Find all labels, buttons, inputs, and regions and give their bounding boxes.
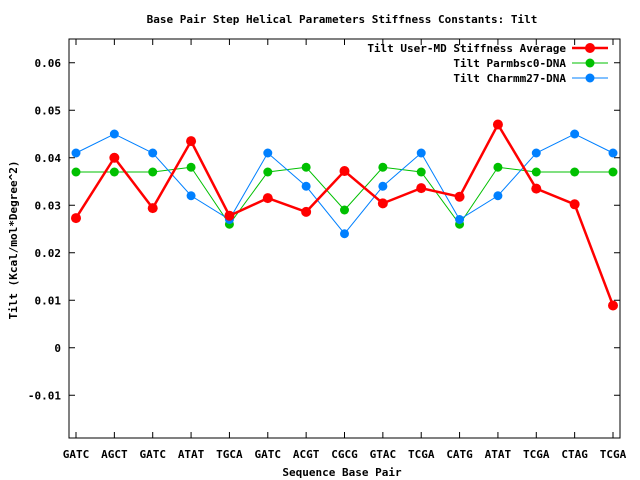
legend-label: Tilt Parmbsc0-DNA — [453, 57, 566, 70]
data-point — [339, 166, 350, 177]
legend-marker — [585, 43, 595, 53]
x-tick-label: CTAG — [561, 448, 588, 461]
plot-series — [71, 119, 618, 311]
y-tick-label: -0.01 — [28, 389, 61, 402]
data-point — [224, 210, 235, 221]
data-point — [263, 148, 273, 158]
data-point — [493, 162, 503, 172]
x-tick-label: TCGA — [408, 448, 435, 461]
legend-label: Tilt User-MD Stiffness Average — [367, 42, 566, 55]
y-tick-label: 0.04 — [35, 152, 62, 165]
data-point — [608, 300, 618, 311]
data-point — [147, 203, 158, 214]
data-point — [148, 148, 158, 158]
x-tick-label: TCGA — [600, 448, 627, 461]
data-point — [378, 181, 388, 191]
data-point — [262, 193, 273, 204]
data-point — [493, 191, 503, 201]
data-point — [148, 167, 158, 177]
data-point — [301, 206, 312, 217]
data-point — [301, 181, 311, 191]
x-tick-label: ATAT — [485, 448, 512, 461]
y-tick-label: 0 — [54, 342, 61, 355]
data-point — [531, 148, 541, 158]
data-point — [71, 213, 81, 224]
data-point — [186, 191, 196, 201]
data-point — [377, 198, 388, 209]
legend-marker — [585, 73, 595, 83]
x-tick-label: GATC — [139, 448, 166, 461]
x-tick-label: ATAT — [178, 448, 205, 461]
y-tick-label: 0.03 — [35, 199, 62, 212]
x-tick-label: CATG — [446, 448, 473, 461]
x-tick-label: GATC — [63, 448, 90, 461]
y-tick-label: 0.05 — [35, 104, 62, 117]
data-point — [492, 119, 503, 130]
data-point — [340, 205, 349, 215]
x-tick-label: GATC — [255, 448, 282, 461]
data-point — [186, 136, 197, 147]
x-tick-label: ACGT — [293, 448, 320, 461]
data-point — [416, 183, 427, 194]
data-point — [570, 129, 580, 139]
legend: Tilt User-MD Stiffness Average Tilt Parmb… — [367, 42, 608, 85]
plot-frame — [68, 38, 621, 439]
data-point — [109, 167, 119, 177]
data-point — [109, 129, 119, 139]
legend-label: Tilt Charmm27-DNA — [453, 72, 566, 85]
data-point — [455, 215, 465, 224]
x-tick-label: CGCG — [331, 448, 358, 461]
data-point — [109, 152, 120, 163]
y-tick-label: 0.02 — [35, 247, 62, 260]
series-2 — [71, 162, 618, 229]
data-point — [301, 162, 311, 172]
data-point — [263, 167, 273, 177]
data-point — [71, 148, 81, 158]
data-point — [570, 167, 580, 177]
chart-title: Base Pair Step Helical Parameters Stiffn… — [147, 13, 538, 26]
data-point — [608, 167, 618, 177]
series-1 — [71, 119, 618, 311]
legend-marker — [585, 58, 595, 68]
data-point — [454, 191, 465, 202]
data-point — [378, 162, 388, 172]
x-tick-label: AGCT — [101, 448, 128, 461]
data-point — [186, 162, 196, 172]
y-tick-label: 0.01 — [35, 294, 62, 307]
y-tick-label: 0.06 — [35, 57, 62, 70]
y-axis-label: Tilt (Kcal/mol*Degree^2) — [7, 161, 20, 320]
data-point — [340, 229, 349, 239]
x-tick-label: TGCA — [216, 448, 243, 461]
axis-ticks: -0.01 0 0.01 0.02 0.03 0.04 0.05 0.06 GATC AGCT GA… — [28, 39, 627, 461]
x-tick-label: GTAC — [370, 448, 397, 461]
data-point — [71, 167, 81, 177]
data-point — [531, 167, 541, 177]
data-point — [416, 167, 426, 177]
x-tick-label: TCGA — [523, 448, 550, 461]
data-point — [608, 148, 618, 158]
data-point — [569, 199, 580, 210]
data-point — [416, 148, 426, 158]
data-point — [531, 183, 542, 194]
x-axis-label: Sequence Base Pair — [282, 466, 402, 479]
